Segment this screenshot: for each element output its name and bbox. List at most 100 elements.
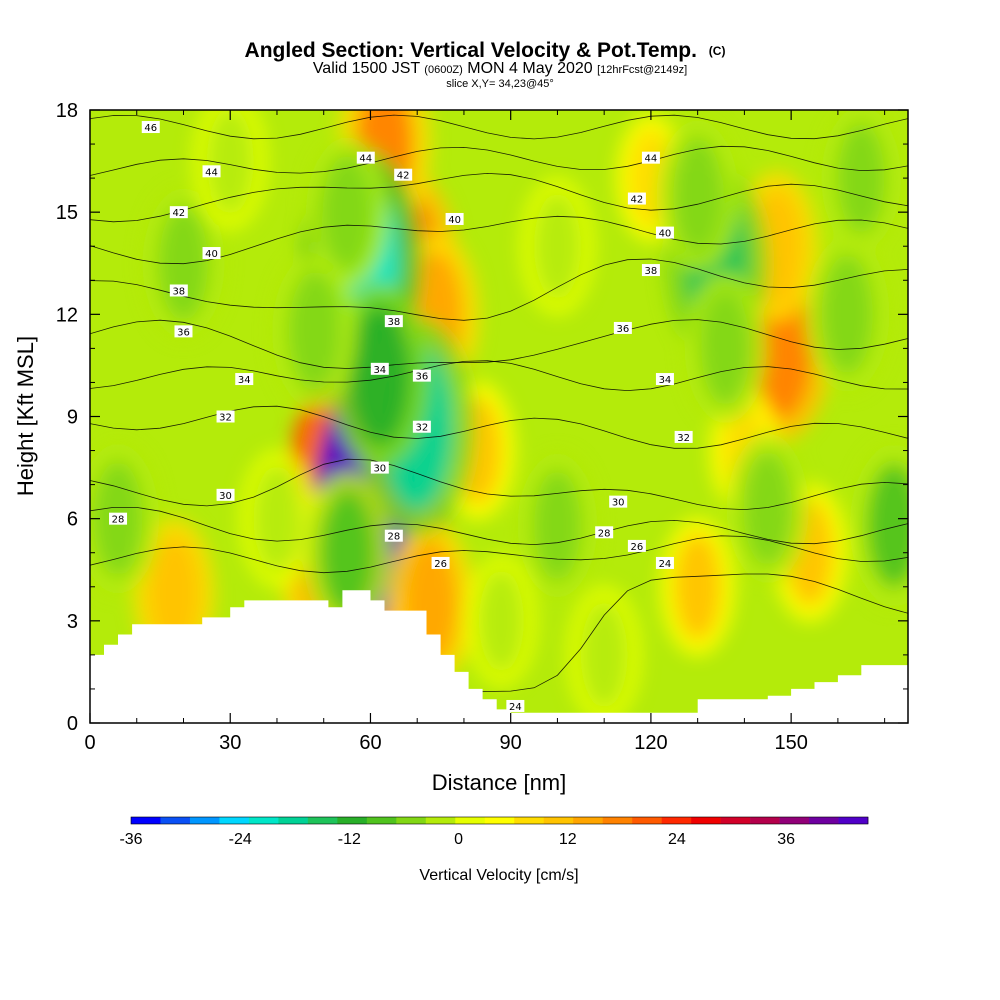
colorbar-swatch-11 [455, 817, 486, 824]
colorbar-swatch-18 [661, 817, 692, 824]
contour-label-box [169, 284, 188, 297]
contour-label-13: 36 [174, 325, 193, 338]
contour-label-text: 40 [659, 229, 672, 240]
contour-label-22: 30 [216, 488, 235, 502]
contour-label-17: 34 [370, 362, 389, 376]
contour-label-24: 30 [609, 495, 628, 509]
contour-label-5: 42 [394, 168, 413, 182]
velocity-core-27 [533, 470, 582, 581]
subtitle-forecast: [12hrFcst@2149z] [597, 64, 687, 76]
velocity-core-32 [580, 601, 628, 709]
colorbar-frame [130, 816, 869, 825]
contour-label-18: 34 [655, 373, 674, 386]
velocity-core-26 [742, 450, 793, 567]
contour-label-9: 40 [655, 226, 674, 240]
subtitle-utc: (0600Z) [424, 64, 463, 76]
contour-label-1: 44 [202, 165, 221, 178]
colorbar-swatch-5 [278, 817, 309, 824]
contour-label-text: 36 [617, 324, 630, 335]
theta-contour-46 [90, 114, 908, 140]
contour-label-10: 38 [169, 284, 188, 297]
contour-label-text: 34 [373, 365, 386, 376]
contour-label-box [412, 369, 431, 382]
theta-contour-40 [90, 215, 908, 265]
contour-label-text: 24 [659, 559, 672, 570]
contour-label-box [216, 488, 235, 501]
chart-title-units: (C) [709, 44, 726, 58]
colorbar-swatch-6 [307, 817, 338, 824]
contour-label-box [655, 226, 674, 239]
colorbar-swatch-14 [543, 817, 574, 824]
contour-label-20: 32 [412, 420, 431, 434]
colorbar-tick-label: 24 [668, 831, 686, 848]
contour-label-box [370, 362, 389, 375]
contour-label-6: 42 [627, 192, 646, 206]
contour-labels: 46 44 44 44 42 42 42 40 40 40 38 38 38 36 36 36 34 34 34 32… [109, 121, 693, 713]
contour-label-3: 44 [641, 151, 660, 165]
contour-label-box [613, 321, 632, 334]
contour-label-21: 32 [674, 430, 693, 444]
contour-label-box [174, 325, 193, 338]
contour-label-box [141, 121, 160, 134]
contour-label-12: 38 [641, 264, 660, 277]
contour-label-text: 36 [177, 327, 190, 338]
colorbar-swatch-22 [779, 817, 810, 824]
velocity-core-30 [320, 490, 375, 615]
contour-label-31: 24 [506, 699, 525, 713]
contour-label-16: 34 [235, 373, 254, 386]
plot-area: 46 44 44 44 42 42 42 40 40 40 38 38 38 36 36 36 34 34 34 32… [90, 110, 908, 723]
contour-label-box [394, 168, 413, 181]
contour-label-box [384, 529, 403, 542]
contour-label-box [655, 556, 674, 569]
contour-label-25: 28 [109, 512, 128, 526]
colorbar-tick-label: 12 [559, 831, 577, 848]
colorbar-swatch-17 [632, 817, 662, 824]
velocity-core-34 [206, 110, 254, 215]
colorbar-swatch-15 [573, 817, 603, 824]
contour-label-box [506, 699, 525, 712]
chart-subtitle: Valid 1500 JST (0600Z) MON 4 May 2020 [1… [313, 60, 687, 77]
contour-label-text: 28 [598, 528, 611, 539]
colorbar-tick-label: -24 [229, 831, 252, 848]
colorbar-swatch-0 [131, 817, 161, 824]
potential-temperature-contours [90, 114, 908, 695]
contour-label-box [412, 420, 431, 433]
chart-title: Angled Section: Vertical Velocity & Pot.… [245, 39, 726, 62]
colorbar-swatch-2 [189, 817, 220, 824]
contour-label-text: 32 [677, 433, 690, 444]
contour-label-text: 46 [144, 123, 157, 134]
colorbar-swatch-16 [602, 817, 633, 824]
velocity-core-9 [674, 533, 722, 640]
contour-label-box [356, 151, 375, 164]
velocity-core-23 [821, 254, 874, 375]
theta-contour-30 [90, 458, 908, 511]
contour-label-box [216, 410, 235, 423]
terrain-profile [90, 590, 908, 723]
x-tick-label: 30 [219, 732, 241, 754]
theta-contour-28 [90, 507, 908, 546]
theta-contour-36 [90, 319, 908, 369]
velocity-core-6 [148, 535, 200, 652]
y-tick-label: 3 [67, 611, 78, 633]
contour-label-box [169, 206, 188, 219]
contour-label-text: 40 [448, 215, 461, 226]
contour-label-text: 38 [387, 317, 400, 328]
velocity-core-21 [672, 137, 723, 253]
contour-label-text: 38 [172, 286, 185, 297]
theta-contour-38 [90, 258, 908, 321]
contour-label-text: 32 [416, 423, 429, 434]
x-tick-label: 120 [634, 732, 667, 754]
contour-label-text: 34 [238, 375, 251, 386]
y-tick-label: 9 [67, 407, 78, 429]
theta-contour-26 [90, 535, 908, 574]
contour-label-box [609, 495, 628, 508]
x-tick-label: 60 [359, 732, 381, 754]
contour-label-box [627, 192, 646, 205]
x-axis-ticks: 0 30 60 90 120 150 [84, 110, 886, 754]
contour-label-text: 42 [397, 171, 410, 182]
contour-label-text: 40 [205, 249, 218, 260]
colorbar-swatch-20 [720, 817, 751, 824]
colorbar-swatch-3 [219, 817, 250, 824]
